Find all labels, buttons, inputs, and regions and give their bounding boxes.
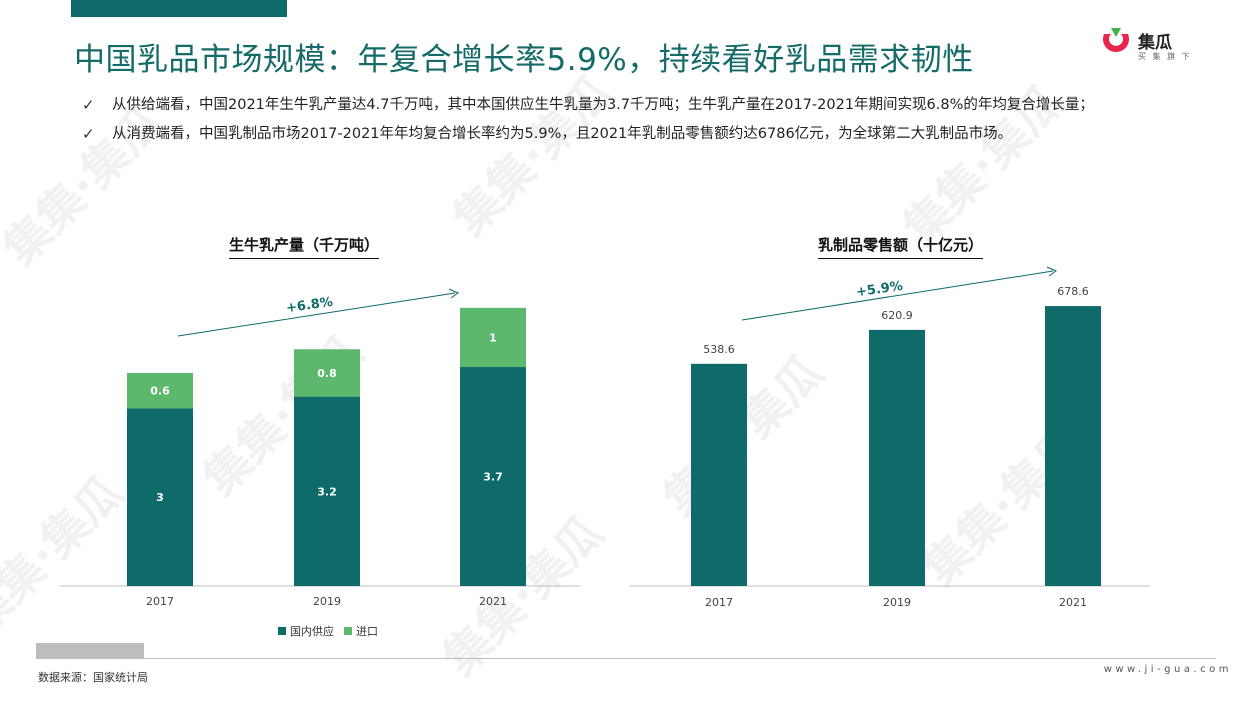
x-tick-label: 2021 <box>1059 596 1087 609</box>
bar <box>1045 306 1101 586</box>
legend-label: 进口 <box>356 625 378 638</box>
data-label: 678.6 <box>1057 285 1089 298</box>
legend-swatch <box>344 627 352 635</box>
x-tick-label: 2021 <box>479 595 507 608</box>
bar <box>691 363 747 586</box>
bullet-list: ✓ 从供给端看，中国2021年生牛乳产量达4.7千万吨，其中本国供应生牛乳量为3… <box>82 92 1172 150</box>
data-label: 3 <box>156 491 164 504</box>
website-link[interactable]: www.ji-gua.com <box>1103 664 1232 675</box>
dairy-retail-chart: 538.6 2017 620.9 2019 678.6 2021 +5.9% <box>630 266 1150 609</box>
legend-item: 国内供应 <box>278 623 334 639</box>
bar-segment <box>294 349 360 397</box>
footer-divider <box>36 658 1216 659</box>
legend-label: 国内供应 <box>290 625 334 638</box>
check-mark-icon: ✓ <box>82 96 95 114</box>
data-label: 3.7 <box>483 471 503 484</box>
check-mark-icon: ✓ <box>82 125 95 143</box>
legend-item: 进口 <box>344 623 378 639</box>
chart1-title: 生牛乳产量（千万吨） <box>229 234 380 259</box>
chart2-title: 乳制品零售额（十亿元） <box>818 234 984 259</box>
legend-swatch <box>278 627 286 635</box>
chart1-legend: 国内供应 进口 <box>278 623 378 639</box>
logo-name: 集瓜 <box>1138 33 1172 53</box>
data-source: 数据来源：国家统计局 <box>38 671 148 684</box>
bar-segment <box>127 408 193 586</box>
bar <box>869 329 925 586</box>
trend-arrow-line <box>741 270 1054 321</box>
data-label: 620.9 <box>881 309 913 322</box>
milk-production-chart: 3 0.6 2017 3.2 0.8 2019 3.7 1 2021 +6.8% <box>60 288 580 608</box>
bar-segment <box>460 367 526 586</box>
trend-arrow-line <box>177 292 456 337</box>
bullet-item: ✓ 从消费端看，中国乳制品市场2017-2021年年均复合增长率约为5.9%，且… <box>82 121 1172 148</box>
trend-arrow-head <box>448 288 460 299</box>
x-tick-label: 2019 <box>883 596 911 609</box>
data-label: 538.6 <box>703 343 735 356</box>
data-label: 1 <box>489 331 497 344</box>
bullet-item: ✓ 从供给端看，中国2021年生牛乳产量达4.7千万吨，其中本国供应生牛乳量为3… <box>82 92 1172 119</box>
x-tick-label: 2017 <box>705 596 733 609</box>
logo-tagline: 买 集 旗 下 <box>1138 52 1192 61</box>
x-tick-label: 2017 <box>146 595 174 608</box>
page-title: 中国乳品市场规模：年复合增长率5.9%，持续看好乳品需求韧性 <box>74 42 974 78</box>
data-label: 0.8 <box>317 367 337 380</box>
top-accent-bar <box>71 0 287 17</box>
bar-segment <box>127 372 193 409</box>
bullet-text: 从消费端看，中国乳制品市场2017-2021年年均复合增长率约为5.9%，且20… <box>112 126 1013 142</box>
footer-accent-block <box>36 643 144 658</box>
bar-segment <box>460 307 526 368</box>
logo-mark-icon <box>1103 28 1129 52</box>
trend-arrow-head <box>1046 266 1058 277</box>
x-tick-label: 2019 <box>313 595 341 608</box>
bullet-text: 从供给端看，中国2021年生牛乳产量达4.7千万吨，其中本国供应生牛乳量为3.7… <box>112 97 1094 113</box>
growth-annotation: +6.8% <box>285 295 334 316</box>
data-label: 3.2 <box>317 485 337 498</box>
brand-logo[interactable]: 集瓜 买 集 旗 下 <box>1100 26 1240 66</box>
bar-segment <box>294 396 360 586</box>
data-label: 0.6 <box>150 385 170 398</box>
growth-annotation: +5.9% <box>855 279 904 300</box>
